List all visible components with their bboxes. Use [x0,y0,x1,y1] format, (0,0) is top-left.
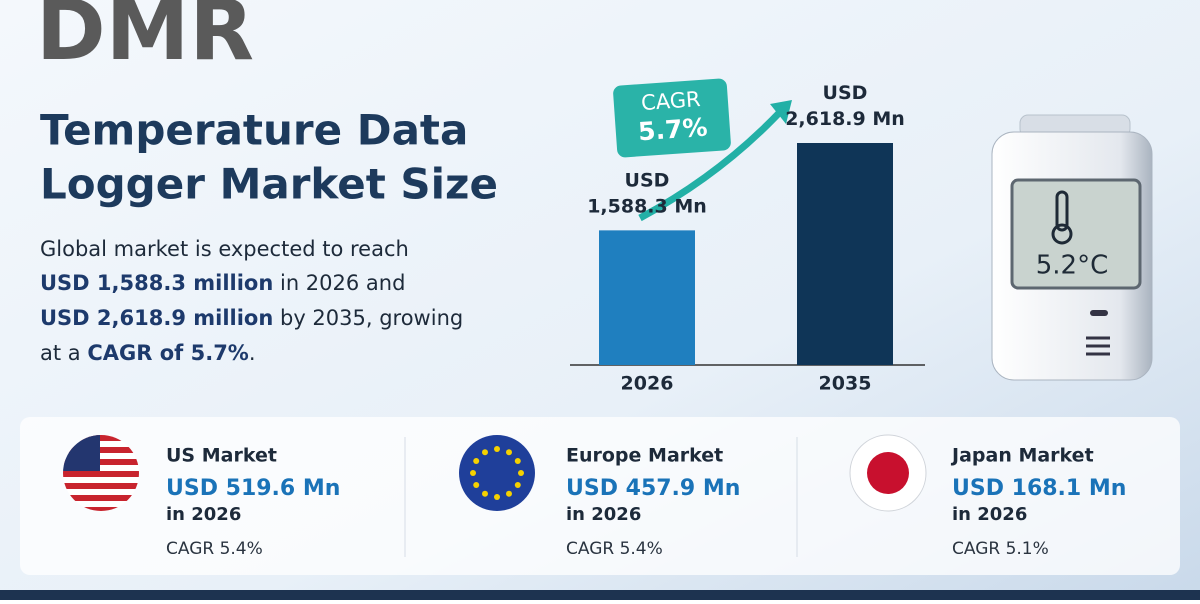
eu-flag [459,435,535,511]
star [482,449,488,456]
market-year: in 2026 [566,504,641,525]
description: Global market is expected to reach USD 1… [40,237,463,365]
device-vent [1086,336,1110,356]
market-value: USD 457.9 Mn [566,476,740,501]
markets: US Market USD 519.6 Mn in 2026 CAGR 5.4% Eur… [166,445,1126,560]
text: at a [40,341,81,365]
description-line: USD 2,618.9 million by 2035, growing [40,306,463,330]
badge-value: 5.7% [637,113,708,147]
title: Logger Market Size [40,160,498,209]
market-value: USD 519.6 Mn [166,476,340,501]
star [473,458,480,464]
text: in 2026 and [280,271,405,295]
japan-flag [849,434,927,512]
highlight: CAGR of 5.7% [87,341,249,365]
star [518,470,524,476]
bar [599,230,695,365]
thermometer-icon [1055,190,1069,232]
market-name: Japan Market [950,445,1094,467]
market-cagr: CAGR 5.4% [566,539,663,559]
growth-arrow [638,109,783,222]
star [470,470,476,476]
text: . [249,341,256,365]
market-cagr: CAGR 5.1% [952,539,1049,559]
highlight: USD 1,588.3 million [40,271,273,295]
us-flag [63,435,139,511]
star [506,449,512,456]
market-name: Europe Market [566,445,723,467]
title: Temperature Data [40,106,468,155]
x-tick-label: 2026 [621,373,674,395]
highlight: USD 2,618.9 million [40,306,273,330]
footer-strip [0,590,1200,600]
device-screen [1010,178,1142,290]
device-reading: 5.2°C [1036,251,1109,281]
star [494,494,500,500]
value-label: USD 1,588.3 Mn [587,169,707,217]
market-year: in 2026 [166,504,241,525]
x-tick-label: 2035 [819,373,872,395]
star [506,490,512,497]
star [494,446,500,452]
text: Global market is expected to reach [40,237,409,261]
arrow-head [770,100,792,124]
description-line: USD 1,588.3 million in 2026 and [40,271,405,295]
badge-label: CAGR [640,87,701,115]
description-line: at a CAGR of 5.7%. [40,341,256,365]
star [514,458,521,464]
star [482,490,488,497]
logo: DMR [36,0,254,79]
star [514,482,521,488]
device: 5.2°C [991,114,1153,381]
text: by 2035, growing [280,306,463,330]
market-cagr: CAGR 5.4% [166,539,263,559]
market-name: US Market [166,445,277,467]
value-label: USD 2,618.9 Mn [785,82,905,130]
bar [797,143,893,365]
market-value: USD 168.1 Mn [952,476,1126,501]
bars: USD 1,588.3 Mn 2026 USD 2,618.9 Mn 2035 [587,82,905,395]
thermometer-bulb [1051,223,1073,245]
description-line: Global market is expected to reach [40,237,409,261]
market-year: in 2026 [952,504,1027,525]
star [473,482,480,488]
device-led [1090,310,1108,316]
badge-box [613,78,731,158]
cagr-badge: CAGR 5.7% [613,78,731,158]
